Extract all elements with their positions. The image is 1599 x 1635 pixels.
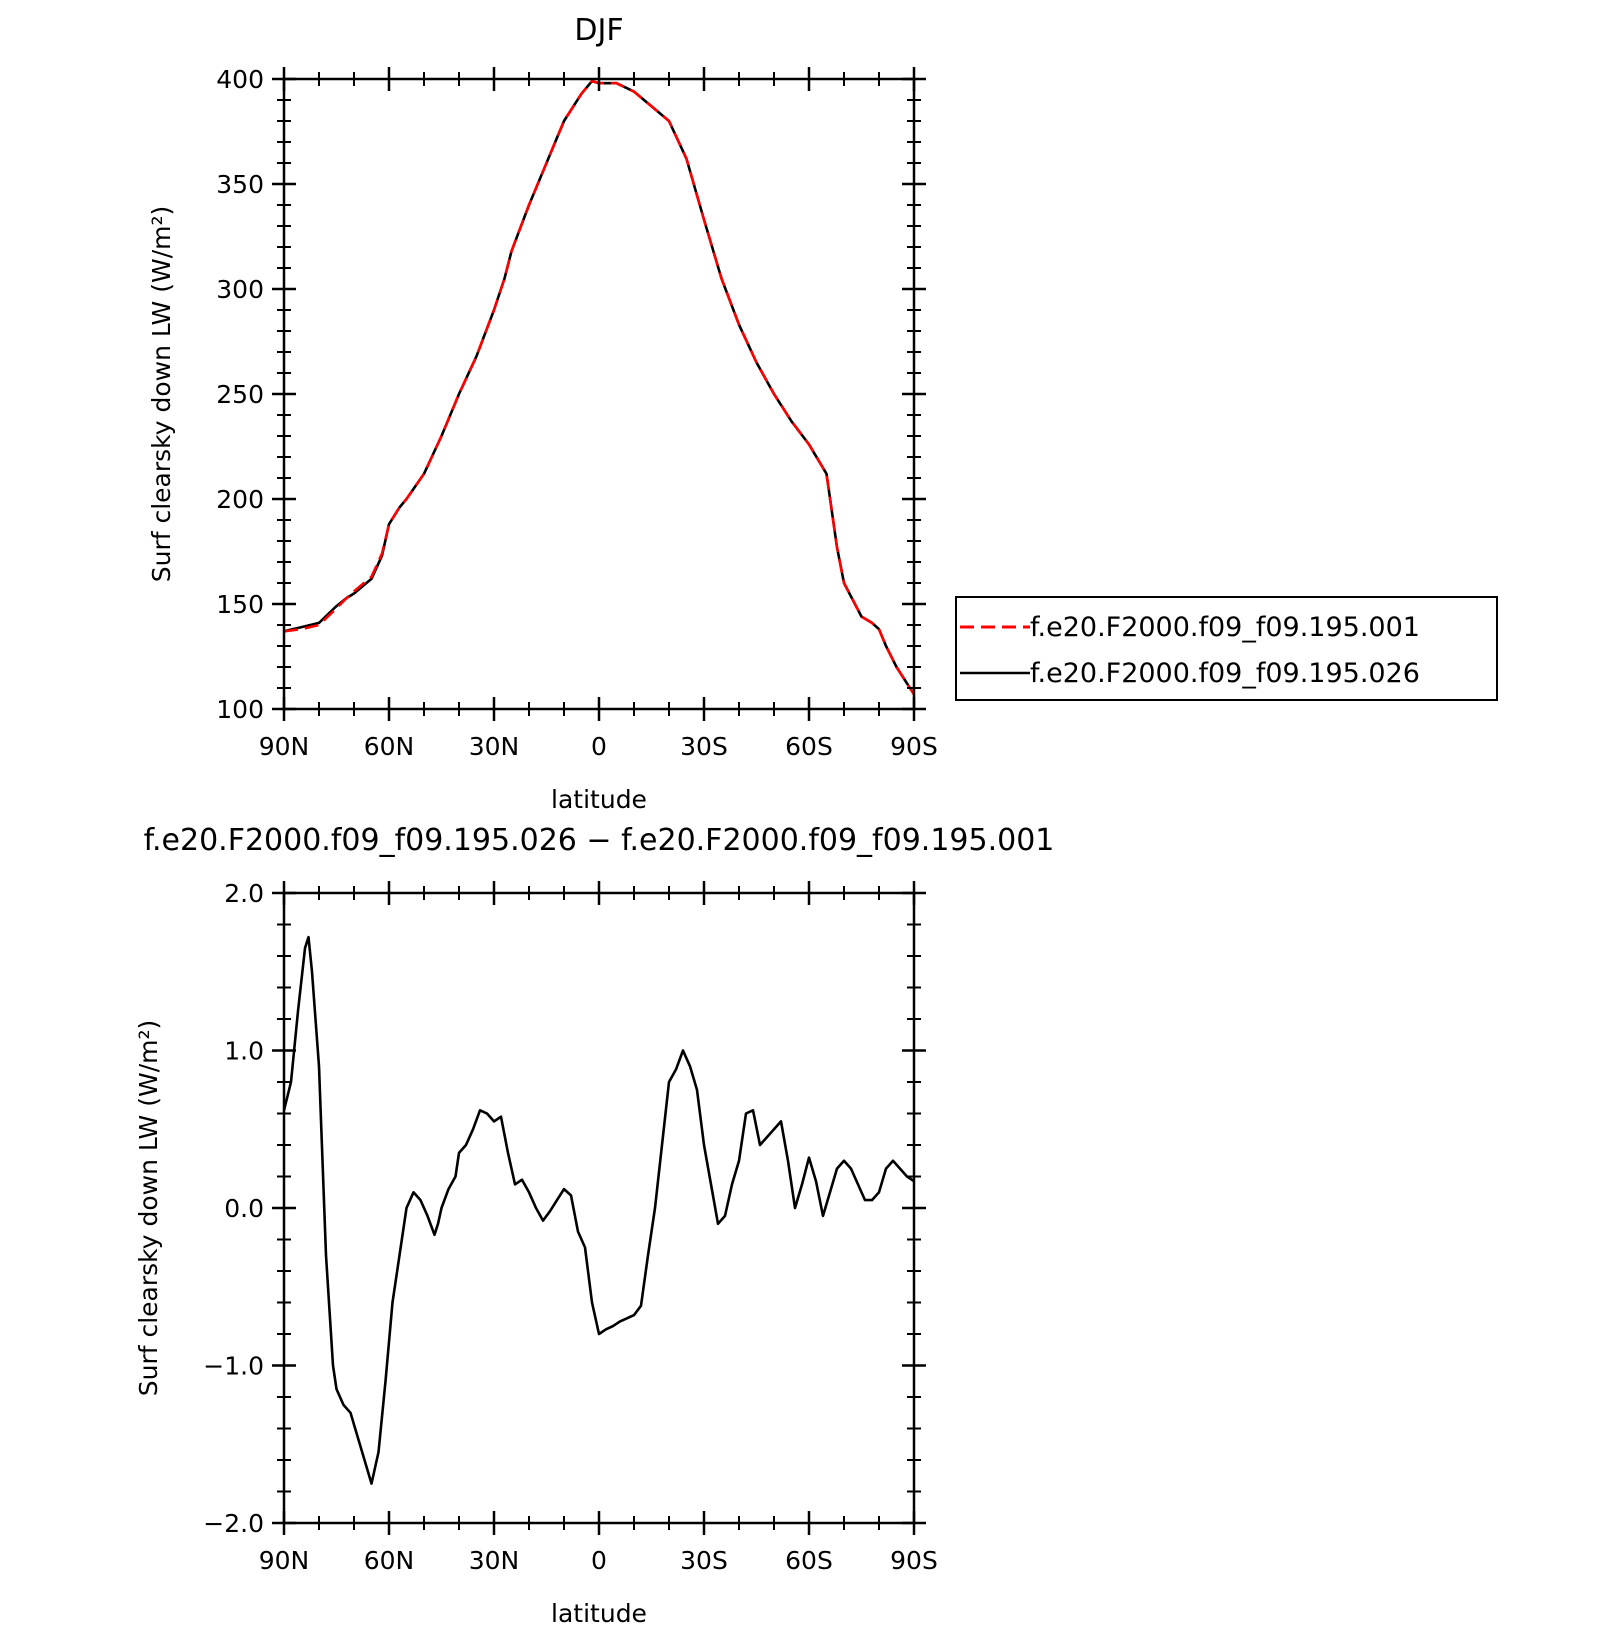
x-tick-label: 30S (680, 1546, 728, 1575)
x-tick-label: 90N (259, 1546, 310, 1575)
ticks-group-top: 90N 60N 30N 0 30S 60S 90S 100 150 200 250 300 350 400 (216, 65, 938, 761)
legend-label-001: f.e20.F2000.f09_f09.195.001 (1030, 612, 1420, 643)
y-axis-title-bottom: Surf clearsky down LW (W/m²) (134, 1020, 163, 1397)
legend-box (955, 596, 1498, 701)
x-axis-title-bottom: latitude (551, 1599, 647, 1628)
y-axis-title-top: Surf clearsky down LW (W/m²) (147, 206, 176, 583)
legend: f.e20.F2000.f09_f09.195.001 f.e20.F2000.… (955, 596, 1498, 701)
y-tick-label: 100 (216, 695, 264, 724)
series-line-0-1 (283, 79, 916, 696)
x-tick-label: 90S (890, 732, 938, 761)
x-tick-label: 0 (591, 1546, 607, 1575)
plot-title-bottom: f.e20.F2000.f09_f09.195.026 − f.e20.F200… (144, 823, 1055, 858)
bottom-panel: f.e20.F2000.f09_f09.195.026 − f.e20.F200… (134, 823, 1054, 1628)
y-tick-label: −1.0 (203, 1352, 264, 1381)
x-tick-label: 0 (591, 732, 607, 761)
plot-frame-bottom (282, 891, 916, 1525)
x-tick-label: 30N (469, 732, 520, 761)
y-tick-label: 400 (216, 65, 264, 94)
series-group-bottom (282, 935, 915, 1485)
y-tick-label: 1.0 (224, 1037, 264, 1066)
x-tick-label: 90S (890, 1546, 938, 1575)
x-tick-label: 60S (785, 1546, 833, 1575)
ticks-group-bottom: 90N 60N 30N 0 30S 60S 90S −2.0 −1.0 0.0 1.0 2.0 (203, 879, 938, 1575)
x-tick-label: 60S (785, 732, 833, 761)
plot-title-top: DJF (574, 13, 623, 48)
x-axis-title-top: latitude (551, 785, 647, 814)
y-tick-label: 300 (216, 275, 264, 304)
series-group-top (283, 79, 916, 696)
x-tick-label: 60N (364, 732, 415, 761)
y-tick-label: 2.0 (224, 879, 264, 908)
y-tick-label: −2.0 (203, 1509, 264, 1538)
x-tick-label: 30S (680, 732, 728, 761)
x-tick-label: 90N (259, 732, 310, 761)
plot-frame-top (282, 77, 916, 711)
legend-label-026: f.e20.F2000.f09_f09.195.026 (1030, 658, 1420, 689)
y-tick-label: 200 (216, 485, 264, 514)
series-line-1-0 (282, 935, 915, 1485)
top-panel: DJF 90N 60N 30N 0 30S 60S 90S 100 150 200 250 300 35… (147, 13, 1498, 814)
y-tick-label: 150 (216, 590, 264, 619)
y-tick-label: 0.0 (224, 1194, 264, 1223)
x-tick-label: 30N (469, 1546, 520, 1575)
y-tick-label: 350 (216, 170, 264, 199)
y-tick-label: 250 (216, 380, 264, 409)
x-tick-label: 60N (364, 1546, 415, 1575)
series-line-0-0 (283, 79, 916, 696)
